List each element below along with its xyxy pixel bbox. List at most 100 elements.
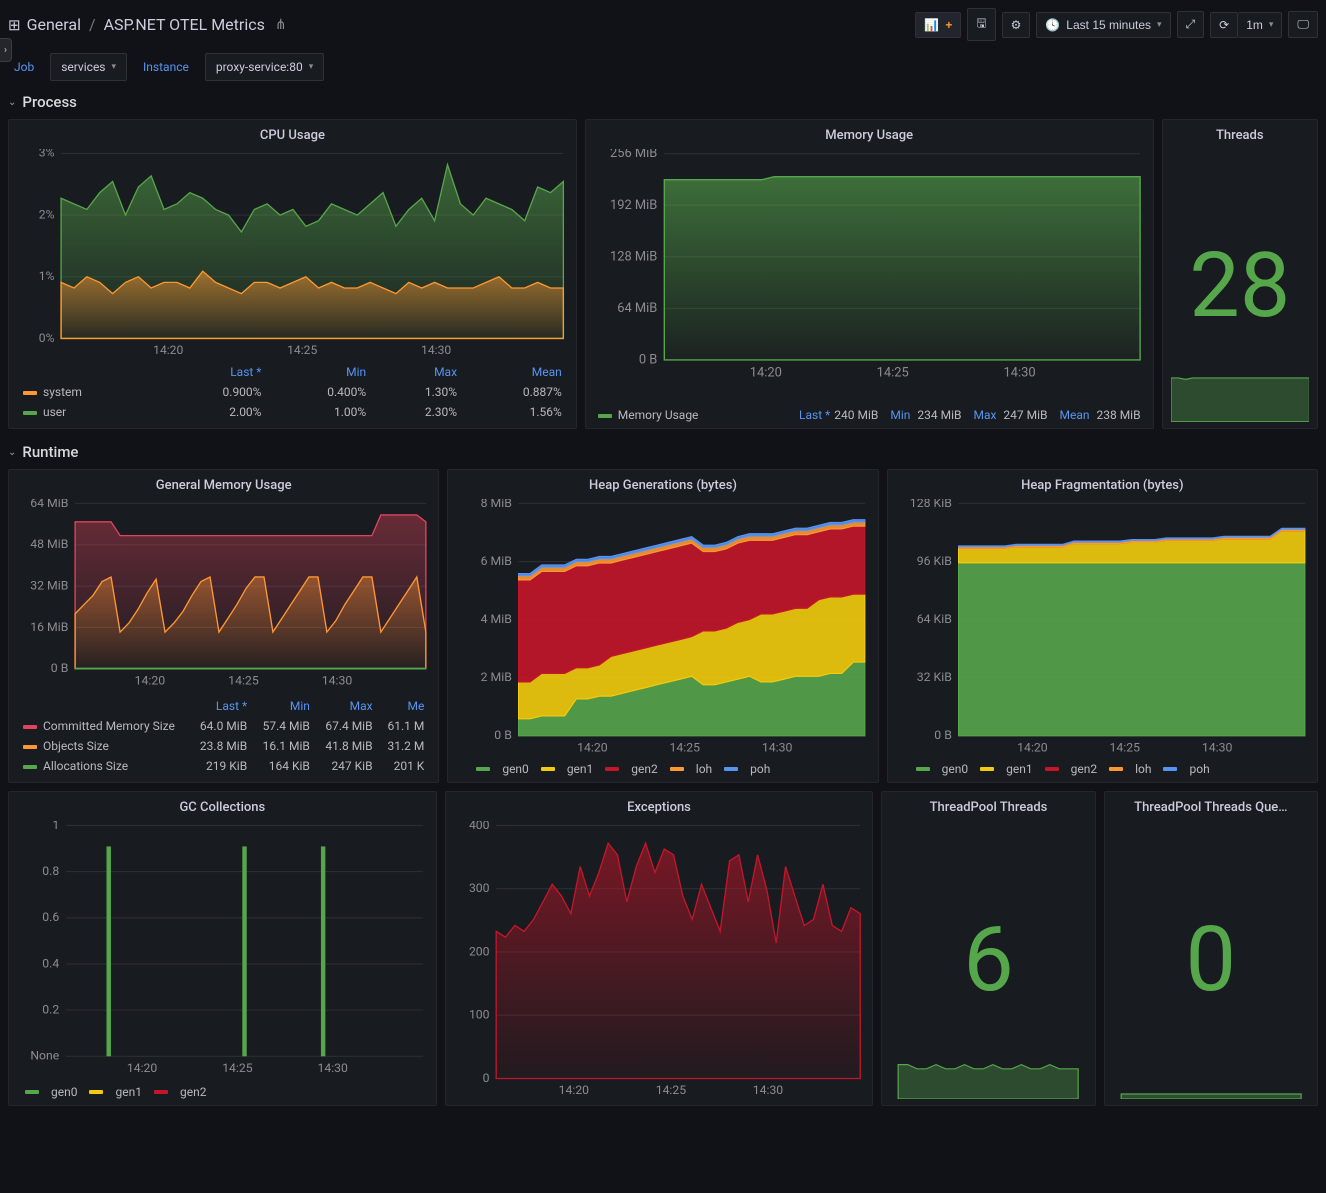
svg-text:0: 0 xyxy=(482,1071,489,1085)
svg-text:0 B: 0 B xyxy=(495,728,513,742)
svg-text:400: 400 xyxy=(469,821,490,832)
panel-threads[interactable]: Threads 28 xyxy=(1162,119,1318,429)
gear-icon: ⚙ xyxy=(1011,18,1022,32)
row-header-process[interactable]: ⌄ Process xyxy=(8,89,1318,119)
panel-gc-collections[interactable]: GC Collections None0.20.40.60.8114:2014:… xyxy=(8,791,437,1105)
panel-threadpool-queue[interactable]: ThreadPool Threads Que… 0 xyxy=(1104,791,1318,1105)
svg-text:3%: 3% xyxy=(39,149,55,160)
svg-text:0.4: 0.4 xyxy=(42,957,59,971)
bar-chart-icon: 📊 xyxy=(924,18,939,32)
svg-text:64 MiB: 64 MiB xyxy=(30,499,68,510)
svg-text:14:20: 14:20 xyxy=(153,343,183,357)
caret-down-icon: ⌄ xyxy=(8,447,16,458)
panel-exceptions[interactable]: Exceptions 0 100 200 300 400 14:20 14:25 14:30 xyxy=(445,791,874,1105)
panel-cpu-usage[interactable]: CPU Usage 0%1%2%3%14:2014:2514:30 Last *… xyxy=(8,119,577,429)
tv-mode-button[interactable]: 🖵 xyxy=(1288,11,1318,38)
svg-text:14:25: 14:25 xyxy=(655,1083,686,1097)
svg-text:14:25: 14:25 xyxy=(670,741,701,755)
svg-text:8 MiB: 8 MiB xyxy=(481,499,512,510)
svg-text:32 MiB: 32 MiB xyxy=(30,579,68,593)
row-header-runtime[interactable]: ⌄ Runtime xyxy=(8,439,1318,469)
svg-text:2%: 2% xyxy=(39,207,55,221)
panel-title: Exceptions xyxy=(454,800,865,821)
zoom-out-icon: ⤢ xyxy=(1186,17,1196,32)
save-icon: 🖫 xyxy=(976,14,986,35)
svg-text:14:20: 14:20 xyxy=(135,674,166,688)
var-instance-select[interactable]: proxy-service:80▾ xyxy=(205,53,324,81)
time-range-picker[interactable]: 🕓 Last 15 minutes ▾ xyxy=(1036,12,1170,38)
svg-text:14:25: 14:25 xyxy=(876,365,908,380)
panel-memory-usage[interactable]: Memory Usage 0 B64 MiB128 MiB192 MiB256 … xyxy=(585,119,1154,429)
panel-title: Heap Fragmentation (bytes) xyxy=(896,478,1309,499)
legend-inline: gen0gen1gen2lohpoh xyxy=(896,756,1309,776)
caret-down-icon: ⌄ xyxy=(8,97,16,108)
legend-swatch xyxy=(598,414,612,418)
svg-text:1%: 1% xyxy=(39,269,55,283)
chevron-down-icon: ▾ xyxy=(1269,19,1274,30)
chevron-down-icon: ▾ xyxy=(309,62,314,72)
svg-text:192 MiB: 192 MiB xyxy=(610,198,657,213)
breadcrumb-sep: / xyxy=(89,15,96,34)
var-job-select[interactable]: services▾ xyxy=(50,53,127,81)
time-range-label: Last 15 minutes xyxy=(1066,18,1151,32)
svg-text:0.2: 0.2 xyxy=(42,1003,59,1017)
svg-text:0 B: 0 B xyxy=(51,661,69,675)
svg-text:64 MiB: 64 MiB xyxy=(617,301,657,316)
panel-heap-generations[interactable]: Heap Generations (bytes) 0 B2 MiB4 MiB6 … xyxy=(447,469,878,783)
svg-text:14:20: 14:20 xyxy=(750,365,782,380)
legend-table: Last *MinMaxMean system0.900%0.400%1.30%… xyxy=(17,362,568,422)
svg-text:14:30: 14:30 xyxy=(317,1061,348,1075)
svg-text:6 MiB: 6 MiB xyxy=(481,554,512,568)
breadcrumb-page[interactable]: ASP.NET OTEL Metrics xyxy=(104,15,265,34)
svg-text:14:25: 14:25 xyxy=(228,674,259,688)
svg-text:14:30: 14:30 xyxy=(1003,365,1035,380)
var-instance-label: Instance xyxy=(137,56,195,78)
panel-general-memory[interactable]: General Memory Usage 0 B16 MiB32 MiB48 M… xyxy=(8,469,439,783)
svg-text:14:20: 14:20 xyxy=(127,1061,158,1075)
panel-threadpool-threads[interactable]: ThreadPool Threads 6 xyxy=(881,791,1095,1105)
svg-text:128 MiB: 128 MiB xyxy=(610,249,657,264)
svg-text:14:30: 14:30 xyxy=(421,343,451,357)
svg-text:14:30: 14:30 xyxy=(322,674,353,688)
breadcrumb-root[interactable]: General xyxy=(27,15,81,34)
svg-text:0.6: 0.6 xyxy=(42,910,59,924)
stat-value: 28 xyxy=(1189,233,1290,338)
svg-text:100: 100 xyxy=(469,1008,490,1022)
svg-text:14:20: 14:20 xyxy=(1017,741,1048,755)
panel-title: General Memory Usage xyxy=(17,478,430,499)
monitor-icon: 🖵 xyxy=(1297,17,1309,32)
svg-text:14:25: 14:25 xyxy=(222,1061,253,1075)
svg-text:0.8: 0.8 xyxy=(42,864,59,878)
chevron-down-icon: ▾ xyxy=(1157,19,1162,30)
legend-inline: gen0gen1gen2 xyxy=(17,1079,428,1099)
svg-text:16 MiB: 16 MiB xyxy=(30,620,68,634)
svg-text:14:30: 14:30 xyxy=(752,1083,783,1097)
save-dashboard-button[interactable]: 🖫 xyxy=(967,8,995,41)
zoom-out-button[interactable]: ⤢ xyxy=(1177,11,1205,38)
svg-text:14:30: 14:30 xyxy=(1202,741,1233,755)
svg-text:300: 300 xyxy=(469,881,490,895)
dashboard-grid-icon[interactable]: ⊞ xyxy=(8,16,21,34)
legend-inline: gen0gen1gen2lohpoh xyxy=(456,756,869,776)
svg-text:200: 200 xyxy=(469,945,490,959)
legend-table: Last *MinMaxMe Committed Memory Size64.0… xyxy=(17,696,430,776)
dashboard-toolbar: ⊞ General / ASP.NET OTEL Metrics ⋔ 📊+ 🖫 … xyxy=(8,0,1318,49)
refresh-icon: ⟳ xyxy=(1219,18,1229,32)
legend-row: Memory Usage Last *240 MiBMin 234 MiBMax… xyxy=(594,402,1145,422)
share-icon[interactable]: ⋔ xyxy=(271,17,287,33)
chevron-down-icon: ▾ xyxy=(112,62,117,72)
svg-text:128 KiB: 128 KiB xyxy=(909,499,951,510)
var-job-label: Job xyxy=(8,56,40,78)
svg-text:14:30: 14:30 xyxy=(762,741,793,755)
open-sidebar-tab[interactable]: › xyxy=(0,38,12,62)
svg-text:0%: 0% xyxy=(39,331,55,345)
panel-title: GC Collections xyxy=(17,800,428,821)
dashboard-settings-button[interactable]: ⚙ xyxy=(1002,12,1031,38)
panel-heap-fragmentation[interactable]: Heap Fragmentation (bytes) 0 B32 KiB64 K… xyxy=(887,469,1318,783)
refresh-interval-picker[interactable]: 1m ▾ xyxy=(1238,12,1282,38)
svg-text:14:25: 14:25 xyxy=(1109,741,1140,755)
stat-value: 0 xyxy=(1186,907,1237,1012)
svg-text:14:20: 14:20 xyxy=(558,1083,589,1097)
refresh-button[interactable]: ⟳ xyxy=(1210,12,1238,38)
add-panel-button[interactable]: 📊+ xyxy=(915,12,961,38)
